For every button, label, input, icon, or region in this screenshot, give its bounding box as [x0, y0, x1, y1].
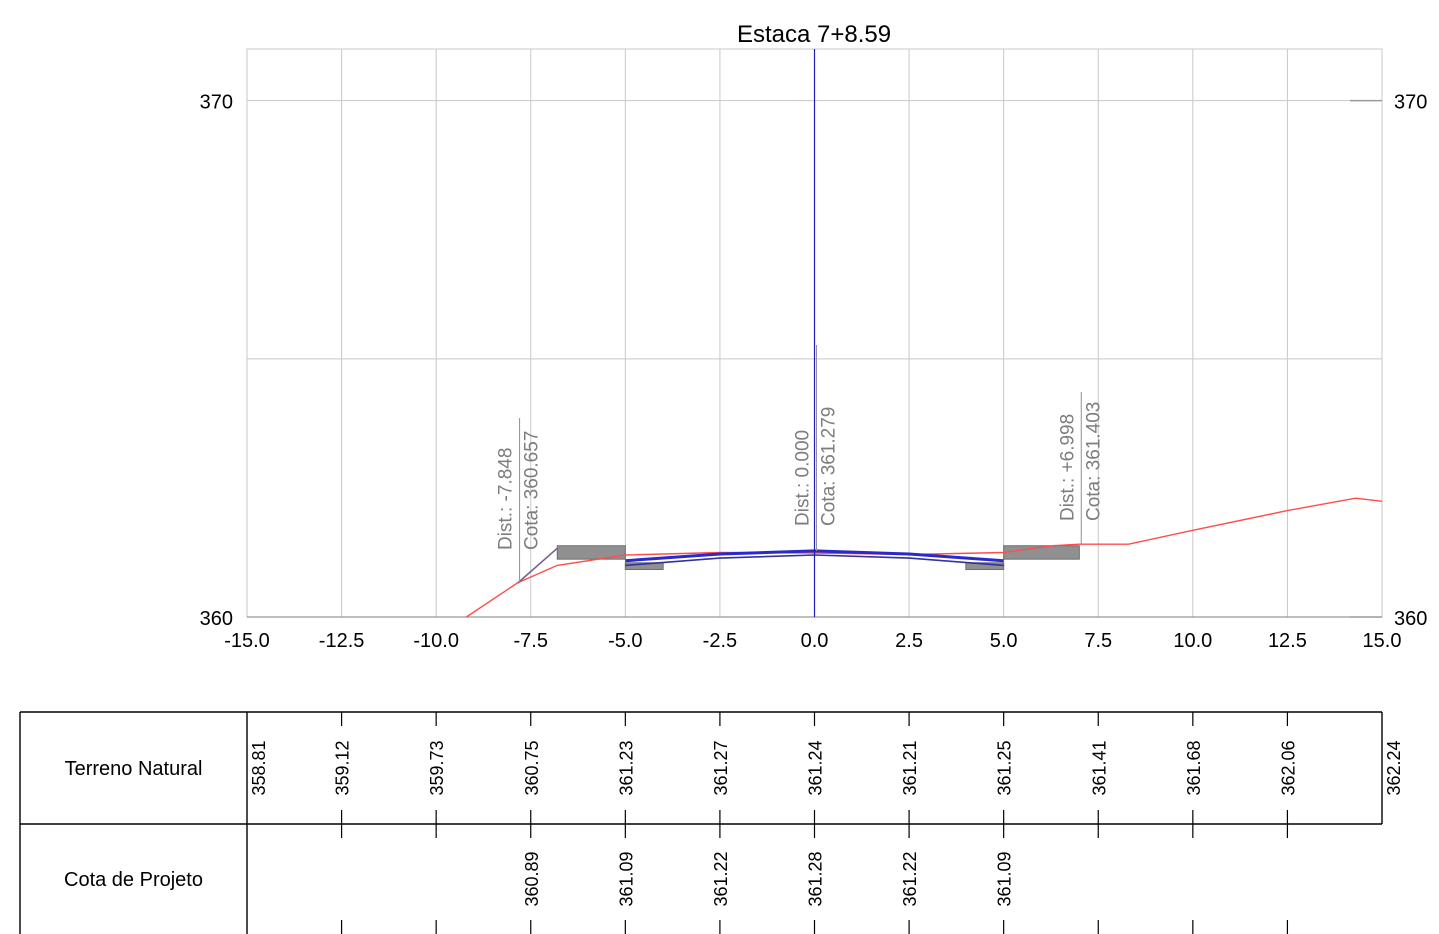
table-cell-value: 361.68 [1184, 740, 1204, 795]
annotation-dist-label: Dist.: +6.998 [1057, 414, 1078, 521]
x-tick-label: 7.5 [1084, 630, 1112, 652]
annotation-dist-label: Dist.: -7.848 [496, 448, 517, 550]
left-slope-line [517, 547, 558, 584]
x-tick-label: 5.0 [990, 630, 1018, 652]
x-tick-label: -15.0 [224, 630, 270, 652]
x-tick-label: 0.0 [801, 630, 829, 652]
table-cell-value: 361.23 [616, 740, 636, 795]
annotation-cota-label: Cota: 361.279 [819, 407, 840, 526]
x-tick-label: 10.0 [1173, 630, 1212, 652]
table-cell-value: 358.81 [249, 740, 269, 795]
axis-layer: -15.0 -12.5 -10.0 -7.5 -5.0 -2.5 0.0 2.5 5.0 7.5 1… [200, 92, 1428, 652]
table-row-label: Cota de Projeto [64, 869, 203, 891]
chart-title: Estaca 7+8.59 [737, 21, 891, 48]
annotation-dist-label: Dist.: 0.000 [793, 430, 814, 526]
table-cell-value: 361.21 [900, 740, 920, 795]
left-sidewalk [556, 545, 626, 560]
section-shapes [466, 49, 1383, 618]
annotation-layer: Dist.: -7.848 Cota: 360.657 Dist.: 0.000 Co… [496, 345, 1104, 584]
grid-layer [246, 48, 1383, 618]
table-row-label: Terreno Natural [65, 758, 203, 780]
x-tick-label: -12.5 [319, 630, 365, 652]
x-tick-label: 2.5 [895, 630, 923, 652]
x-tick-label: -7.5 [514, 630, 548, 652]
x-tick-label: -2.5 [703, 630, 737, 652]
data-table: Terreno Natural 358.81 359.12 359.73 360.75 3… [19, 711, 1404, 934]
table-cell-value: 361.09 [995, 851, 1015, 906]
table-cell-value: 359.12 [333, 740, 353, 795]
table-cell-value: 361.41 [1089, 740, 1109, 795]
left-curb [624, 562, 664, 570]
y-tick-label-right: 370 [1394, 92, 1427, 114]
terrain-line [466, 497, 1383, 618]
y-tick-label-left: 360 [200, 608, 233, 630]
table-cell-value: 362.06 [1278, 740, 1298, 795]
table-cell-value: 360.89 [522, 851, 542, 906]
table-cell-value: 361.25 [995, 740, 1015, 795]
table-cell-value: 361.28 [806, 851, 826, 906]
y-tick-label-left: 370 [200, 92, 233, 114]
annotation-cota-label: Cota: 361.403 [1083, 402, 1104, 521]
x-tick-label: -10.0 [413, 630, 459, 652]
table-cell-value: 362.24 [1384, 740, 1404, 795]
annotation-cota-label: Cota: 360.657 [522, 431, 543, 550]
right-curb [965, 562, 1005, 570]
table-cell-value: 361.22 [900, 851, 920, 906]
table-cell-value: 359.73 [427, 740, 447, 795]
table-cell-value: 361.27 [711, 740, 731, 795]
x-tick-label: -5.0 [608, 630, 642, 652]
table-cell-value: 361.24 [806, 740, 826, 795]
table-cell-value: 361.22 [711, 851, 731, 906]
x-tick-label: 15.0 [1363, 630, 1402, 652]
y-tick-label-right: 360 [1394, 608, 1427, 630]
table-cell-value: 360.75 [522, 740, 542, 795]
x-tick-label: 12.5 [1268, 630, 1307, 652]
table-cell-value: 361.09 [616, 851, 636, 906]
